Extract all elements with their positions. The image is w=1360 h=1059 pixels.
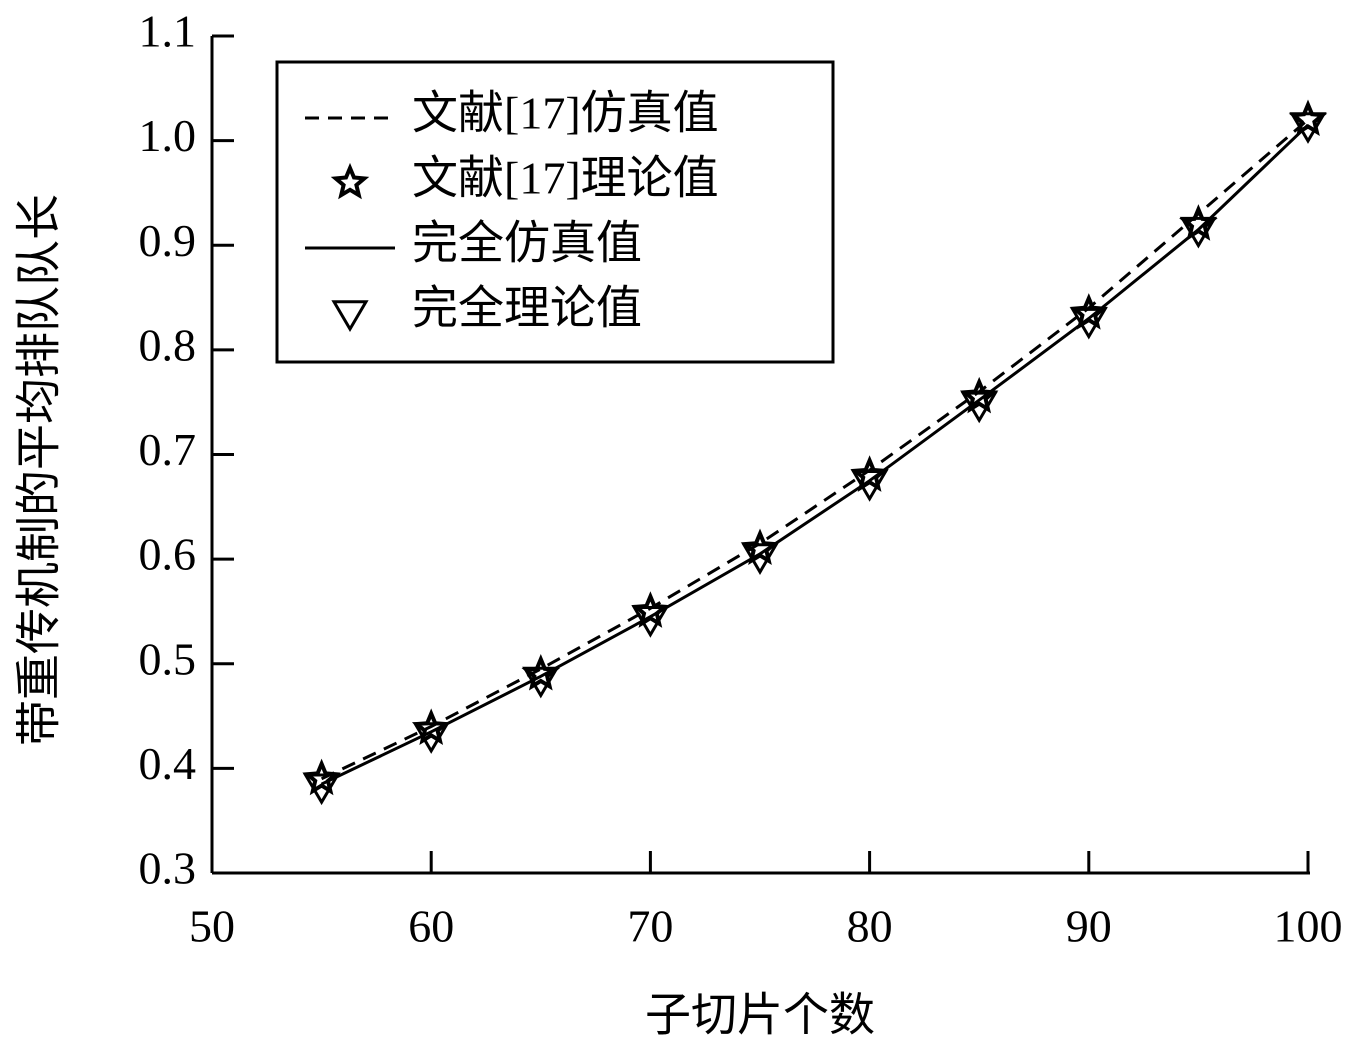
- series-line: [320, 118, 1309, 781]
- y-tick-label: 0.5: [139, 633, 197, 684]
- y-tick-label: 0.3: [139, 843, 197, 894]
- triangle-marker: [960, 391, 998, 424]
- legend-label: 完全仿真值: [412, 218, 642, 269]
- x-tick-label: 100: [1274, 901, 1343, 952]
- legend-label: 完全理论值: [412, 283, 642, 334]
- y-tick-label: 0.6: [139, 529, 197, 580]
- y-tick-label: 1.1: [139, 6, 197, 57]
- x-axis-label: 子切片个数: [645, 990, 875, 1041]
- triangle-marker: [850, 470, 889, 502]
- triangle-marker: [331, 300, 369, 332]
- triangle-marker: [302, 773, 341, 806]
- legend-label: 文献[17]仿真值: [412, 88, 719, 139]
- legend-label: 文献[17]理论值: [412, 153, 719, 204]
- x-tick-label: 70: [627, 901, 673, 952]
- y-tick-label: 0.7: [139, 424, 197, 475]
- y-tick-label: 0.9: [139, 215, 197, 266]
- x-tick-label: 80: [847, 901, 893, 952]
- x-tick-label: 60: [408, 901, 454, 952]
- triangle-marker: [1289, 112, 1327, 144]
- triangle-marker: [1179, 216, 1218, 249]
- y-axis-label: 带重传机制的平均排队队长: [14, 194, 65, 746]
- legend-box: [275, 60, 835, 364]
- y-tick-label: 0.8: [139, 319, 197, 370]
- triangle-marker: [522, 666, 560, 699]
- star-marker: [1179, 204, 1218, 241]
- series-line: [320, 123, 1310, 786]
- y-tick-label: 0.4: [139, 738, 197, 789]
- triangle-marker: [1070, 307, 1108, 340]
- triangle-marker: [412, 722, 450, 754]
- star-marker: [330, 162, 370, 200]
- x-tick-label: 50: [189, 901, 235, 952]
- triangle-marker: [631, 606, 670, 638]
- x-tick-label: 90: [1066, 901, 1112, 952]
- triangle-marker: [741, 543, 779, 575]
- y-tick-label: 1.0: [139, 110, 197, 161]
